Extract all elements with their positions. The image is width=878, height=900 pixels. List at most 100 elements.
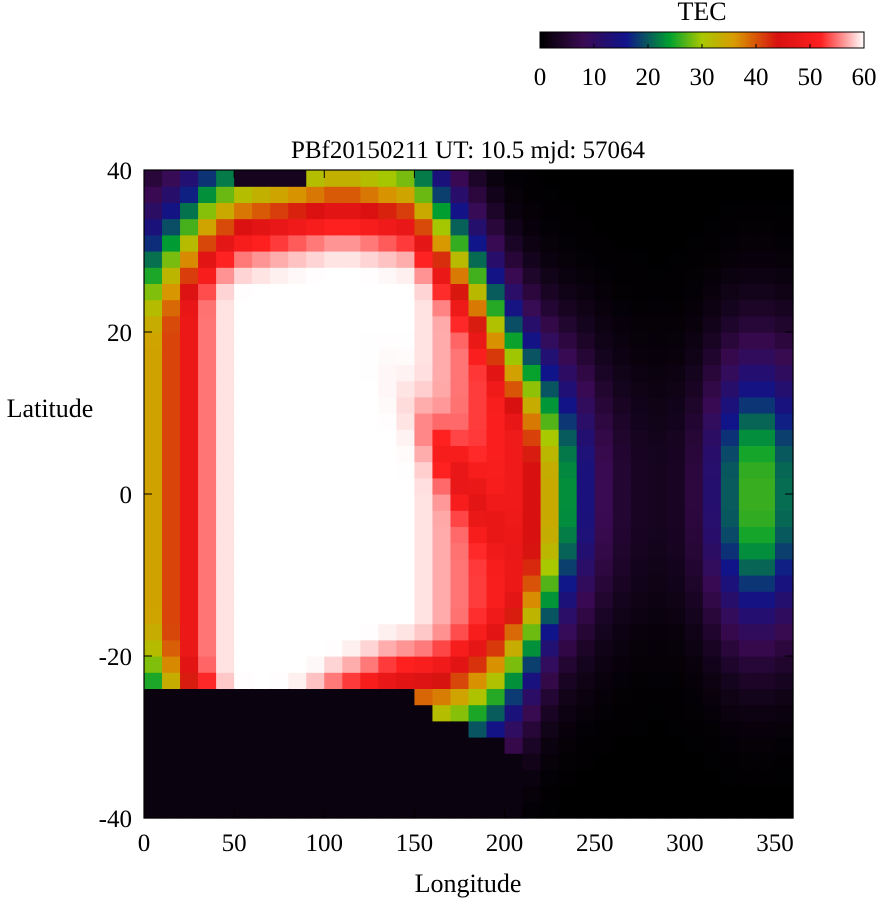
heatmap-cell [180, 267, 199, 284]
heatmap-cell [378, 575, 397, 592]
heatmap-cell [738, 396, 758, 414]
heatmap-cell [558, 186, 578, 203]
heatmap-cell [594, 575, 614, 592]
heatmap-cell [720, 364, 740, 382]
colorbar-tick-label: 10 [582, 64, 607, 91]
heatmap-cell [450, 526, 470, 544]
heatmap-cell [306, 510, 325, 527]
heatmap-cell [468, 477, 488, 495]
heatmap-cell [576, 413, 596, 430]
heatmap-cell [270, 672, 289, 689]
heatmap-cell [432, 720, 452, 738]
heatmap-cell [738, 348, 758, 365]
heatmap-cell [612, 332, 632, 349]
heatmap-cell [198, 769, 217, 787]
heatmap-cell [288, 494, 307, 511]
heatmap-cell [684, 299, 704, 317]
heatmap-cell [522, 332, 542, 349]
heatmap-cell [360, 186, 379, 203]
heatmap-cell [702, 607, 722, 625]
heatmap-cell [576, 591, 596, 608]
heatmap-cell [342, 186, 361, 203]
heatmap-cell [360, 202, 379, 220]
heatmap-cell [612, 558, 632, 576]
heatmap-cell [666, 202, 686, 220]
heatmap-cell [360, 267, 379, 284]
heatmap-cell [774, 801, 794, 819]
heatmap-cell [144, 477, 163, 495]
heatmap-cell [630, 332, 650, 349]
heatmap-cell [720, 558, 740, 576]
heatmap-cell [306, 429, 325, 446]
heatmap-cell [360, 720, 379, 738]
heatmap-cell [756, 396, 776, 414]
heatmap-cell [774, 639, 794, 657]
heatmap-cell [468, 607, 488, 625]
heatmap-cell [720, 218, 740, 236]
heatmap-cell [324, 639, 343, 657]
heatmap-cell [342, 591, 361, 608]
heatmap-cell [288, 785, 307, 803]
heatmap-cell [594, 186, 614, 203]
heatmap-cell [540, 186, 560, 203]
heatmap-cell [360, 704, 379, 722]
heatmap-cell [756, 413, 776, 430]
heatmap-cell [162, 801, 181, 819]
heatmap-cell [360, 526, 379, 544]
heatmap-cell [216, 591, 235, 608]
heatmap-cell [648, 283, 668, 301]
heatmap-cell [558, 542, 578, 560]
heatmap-cell [594, 510, 614, 527]
heatmap-cell [342, 429, 361, 446]
heatmap-cell [522, 348, 542, 365]
heatmap-cell [252, 170, 271, 187]
heatmap-cell [720, 801, 740, 819]
heatmap-cell [648, 526, 668, 544]
heatmap-cell [720, 575, 740, 592]
heatmap-cell [216, 510, 235, 527]
heatmap-cell [162, 737, 181, 754]
heatmap-cell [612, 267, 632, 284]
heatmap-cell [162, 688, 181, 706]
heatmap-cell [378, 801, 397, 819]
heatmap-cell [630, 348, 650, 365]
heatmap-cell [738, 542, 758, 560]
heatmap-cell [378, 526, 397, 544]
heatmap-cell [270, 753, 289, 770]
heatmap-cell [216, 364, 235, 382]
heatmap-cell [756, 591, 776, 608]
heatmap-cell [540, 348, 560, 365]
heatmap-cell [738, 623, 758, 641]
heatmap-cell [252, 607, 271, 625]
heatmap-cell [522, 267, 542, 284]
heatmap-cell [270, 283, 289, 301]
heatmap-cell [450, 785, 470, 803]
heatmap-cell [342, 234, 361, 252]
heatmap-cell [342, 299, 361, 317]
heatmap-cell [756, 348, 776, 365]
heatmap-cell [234, 510, 253, 527]
heatmap-cell [162, 380, 181, 398]
heatmap-cell [666, 558, 686, 576]
heatmap-cell [162, 364, 181, 382]
x-tick-label: 150 [396, 830, 434, 857]
heatmap-cell [216, 170, 235, 187]
heatmap-cell [612, 591, 632, 608]
heatmap-cell [252, 672, 271, 689]
heatmap-cell [414, 607, 434, 625]
heatmap-cell [414, 510, 434, 527]
heatmap-cell [342, 672, 361, 689]
heatmap-cell [576, 753, 596, 770]
heatmap-cell [774, 251, 794, 268]
heatmap-cell [594, 283, 614, 301]
heatmap-cell [774, 380, 794, 398]
heatmap-cell [378, 186, 397, 203]
heatmap-cell [216, 494, 235, 511]
heatmap-cell [486, 769, 506, 787]
heatmap-cell [162, 494, 181, 511]
heatmap-cell [630, 785, 650, 803]
heatmap-cell [468, 672, 488, 689]
heatmap-cell [702, 542, 722, 560]
heatmap-cell [324, 526, 343, 544]
heatmap-cell [414, 494, 434, 511]
